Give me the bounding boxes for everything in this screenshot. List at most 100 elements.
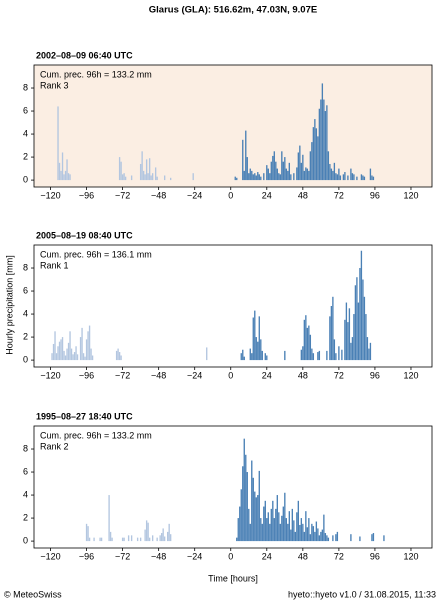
bar: [338, 168, 340, 181]
bar: [243, 170, 245, 181]
plot-frame: [33, 64, 433, 188]
bar: [314, 531, 316, 542]
bar: [275, 161, 277, 181]
bar: [63, 174, 65, 181]
bar: [294, 531, 297, 542]
bar: [246, 157, 248, 181]
x-tick-label: −72: [115, 190, 130, 200]
bar: [61, 337, 64, 361]
bar: [311, 523, 313, 542]
bar: [115, 350, 118, 361]
x-tick-label: 72: [334, 190, 344, 200]
bar: [353, 174, 355, 181]
y-tick-label: 2: [23, 512, 28, 522]
bar: [169, 534, 172, 542]
annotation: Rank 3: [40, 80, 69, 90]
bar: [123, 537, 125, 542]
bar: [118, 157, 121, 181]
bar: [263, 173, 265, 181]
bar: [255, 175, 257, 181]
bar: [156, 537, 158, 542]
bar: [257, 495, 259, 542]
bar: [291, 508, 294, 542]
x-tick-label: 96: [370, 551, 380, 561]
bar: [136, 537, 139, 542]
bar: [276, 168, 278, 181]
x-tick-label: −72: [115, 551, 130, 561]
bar: [351, 337, 354, 361]
y-tick-label: 0: [23, 354, 28, 364]
bar: [363, 296, 366, 361]
bar: [312, 526, 315, 542]
bar: [302, 523, 304, 542]
bar: [359, 536, 361, 542]
bar: [327, 537, 330, 542]
bar: [118, 352, 121, 361]
bar: [249, 348, 251, 361]
bar: [300, 162, 303, 181]
annotation: Cum. prec. 96h = 136.1 mm: [40, 249, 152, 259]
bar: [151, 535, 154, 542]
bar: [308, 518, 310, 542]
bar: [60, 339, 62, 361]
bar: [350, 342, 352, 361]
figure-title: Glarus (GLA): 516.62m, 47.03N, 9.07E: [149, 5, 317, 16]
bar: [109, 531, 112, 542]
bar: [248, 508, 250, 542]
bar: [362, 279, 364, 361]
bar: [279, 174, 281, 181]
bar: [258, 470, 260, 542]
bar: [270, 161, 272, 181]
x-tick-label: −48: [151, 190, 166, 200]
bar: [240, 353, 242, 361]
bar: [264, 353, 266, 361]
bar: [206, 347, 208, 361]
bar: [360, 174, 363, 181]
bar: [267, 512, 269, 542]
bar: [254, 310, 256, 361]
bar: [147, 522, 149, 542]
x-tick-label: 24: [262, 190, 272, 200]
bar: [315, 128, 318, 181]
plot-area: [34, 65, 432, 187]
x-tick-label: −24: [187, 190, 202, 200]
bar: [347, 175, 349, 181]
bar: [58, 162, 61, 181]
bar: [169, 177, 172, 181]
bar: [85, 339, 88, 361]
bar: [287, 170, 289, 181]
y-axis-label: Hourly precipitation [mm]: [4, 255, 14, 355]
bar: [312, 127, 315, 181]
x-tick-label: 120: [403, 370, 418, 380]
y-tick-label: 8: [23, 262, 28, 272]
bar: [318, 350, 321, 361]
bar: [323, 99, 325, 181]
bar: [354, 285, 357, 361]
bar: [154, 167, 157, 181]
bar: [311, 348, 313, 361]
bar: [84, 356, 86, 361]
bar: [87, 331, 89, 361]
bar: [67, 342, 70, 361]
bar: [260, 518, 262, 542]
bar: [141, 151, 143, 181]
bar: [258, 174, 260, 181]
bar: [70, 348, 73, 361]
bar: [69, 174, 71, 181]
bar: [124, 176, 127, 181]
bar: [350, 534, 352, 542]
bar: [372, 533, 375, 542]
bar: [309, 334, 312, 361]
bar: [245, 130, 247, 181]
bar: [142, 170, 145, 181]
bar: [75, 346, 77, 361]
plot-frame: [33, 244, 433, 368]
x-tick-label: 96: [370, 370, 380, 380]
bar: [60, 170, 62, 181]
bar: [338, 346, 340, 361]
bar: [324, 111, 327, 181]
x-tick-label: 0: [228, 370, 233, 380]
bar: [88, 537, 91, 542]
bar: [306, 168, 309, 181]
bar: [266, 518, 268, 542]
